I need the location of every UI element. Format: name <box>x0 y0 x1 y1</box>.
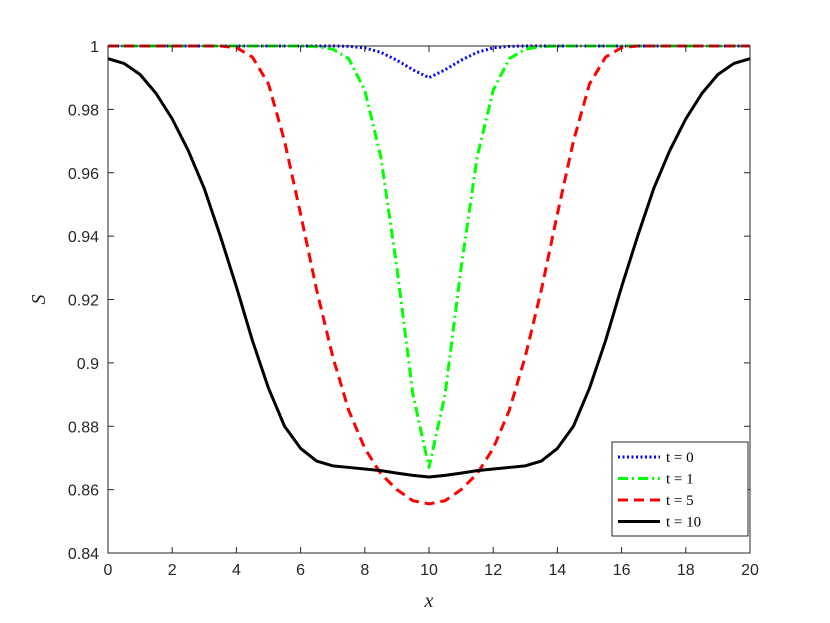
x-tick-label: 2 <box>168 562 177 579</box>
x-tick-label: 6 <box>296 562 305 579</box>
legend-entry-label: t = 1 <box>666 472 694 488</box>
y-tick-label: 0.94 <box>68 229 99 246</box>
x-tick-label: 8 <box>360 562 369 579</box>
y-tick-label: 0.98 <box>68 102 99 119</box>
y-tick-label: 0.84 <box>68 546 99 563</box>
legend-entry-label: t = 10 <box>666 515 701 531</box>
y-tick-label: 0.96 <box>68 166 99 183</box>
ticks-layer: 0 2 4 6 8 10 12 14 16 18 20 0.84 0.86 0.88 0.9 0.92 0.94… <box>68 39 759 579</box>
x-tick-label: 4 <box>232 562 241 579</box>
x-axis-label: x <box>424 590 434 612</box>
x-tick-label: 18 <box>677 562 695 579</box>
legend-entry-label: t = 5 <box>666 493 694 509</box>
y-tick-label: 0.86 <box>68 483 99 500</box>
y-tick-label: 0.88 <box>68 419 99 436</box>
x-tick-label: 12 <box>484 562 502 579</box>
x-tick-label: 10 <box>420 562 438 579</box>
x-tick-label: 16 <box>613 562 631 579</box>
y-tick-label: 0.9 <box>77 356 99 373</box>
x-tick-label: 20 <box>741 562 759 579</box>
series-line-2 <box>108 44 750 506</box>
y-tick-label: 1 <box>90 39 99 56</box>
legend: t = 0 t = 1 t = 5 t = 10 <box>611 441 749 537</box>
x-tick-label: 0 <box>104 562 113 579</box>
y-tick-label: 0.92 <box>68 293 99 310</box>
x-tick-label: 14 <box>549 562 567 579</box>
legend-entry-label: t = 0 <box>666 450 694 466</box>
y-axis-label: S <box>28 295 50 305</box>
series-line-3 <box>107 57 751 479</box>
